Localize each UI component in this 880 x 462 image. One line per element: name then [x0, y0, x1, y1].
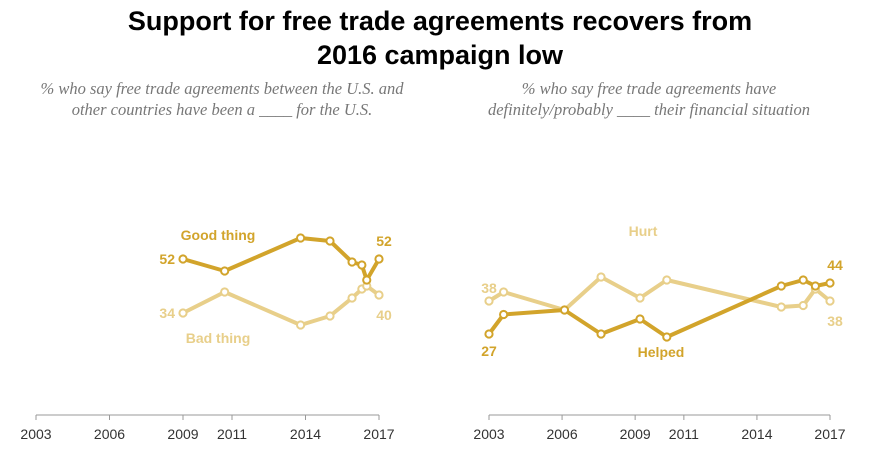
start-value-label: 52: [159, 251, 175, 267]
data-point: [596, 329, 606, 339]
data-point: [374, 254, 384, 264]
data-point: [347, 257, 357, 267]
data-point: [662, 275, 672, 285]
left-subtitle: % who say free trade agreements between …: [40, 79, 404, 119]
start-value-label: 34: [159, 305, 175, 321]
data-point: [776, 281, 786, 291]
data-point: [635, 293, 645, 303]
series-name-label: Hurt: [629, 223, 658, 239]
data-point: [635, 314, 645, 324]
data-point: [798, 300, 808, 311]
start-value-label: 38: [481, 280, 497, 296]
data-point: [499, 309, 509, 320]
x-tick-label: 2014: [290, 426, 321, 442]
data-point: [325, 311, 335, 321]
x-tick-label: 2009: [620, 426, 651, 442]
start-value-label: 27: [481, 343, 497, 359]
x-tick-label: 2017: [814, 426, 845, 442]
data-point: [825, 296, 835, 306]
x-tick-label: 2014: [741, 426, 772, 442]
chart-title: Support for free trade agreements recove…: [0, 4, 880, 72]
data-point: [374, 290, 384, 300]
x-tick-label: 2009: [167, 426, 198, 442]
title-line-1: Support for free trade agreements recove…: [127, 6, 753, 36]
series-name-label: Bad thing: [186, 330, 251, 346]
data-point: [296, 233, 306, 243]
data-point: [220, 266, 230, 276]
series-line-hurt: [487, 275, 832, 312]
data-point: [178, 308, 188, 318]
data-point: [296, 320, 306, 330]
data-point: [596, 272, 606, 282]
data-point: [357, 260, 367, 270]
data-point: [810, 281, 820, 291]
data-point: [825, 278, 835, 288]
series-name-label: Good thing: [181, 227, 256, 243]
x-tick-label: 2003: [20, 426, 51, 442]
data-point: [484, 329, 494, 339]
data-point: [662, 332, 672, 342]
x-tick-label: 2011: [669, 426, 699, 442]
series-line-helped: [487, 278, 831, 339]
right-subtitle: % who say free trade agreements have def…: [487, 79, 811, 119]
data-point: [220, 287, 230, 297]
title-line-2: 2016 campaign low: [316, 40, 564, 70]
data-point: [362, 275, 372, 285]
data-point: [325, 236, 335, 246]
data-point: [484, 296, 494, 306]
x-tick-label: 2003: [473, 426, 504, 442]
end-value-label: 38: [827, 313, 843, 329]
data-point: [798, 275, 808, 285]
x-tick-label: 2006: [94, 426, 125, 442]
data-point: [178, 254, 188, 264]
data-point: [559, 305, 570, 315]
x-tick-label: 2006: [546, 426, 577, 442]
end-value-label: 52: [376, 233, 392, 249]
end-value-label: 44: [827, 257, 843, 273]
series-line-bad-thing: [182, 284, 381, 327]
x-tick-label: 2011: [217, 426, 247, 442]
data-point: [499, 287, 509, 297]
data-point: [347, 293, 357, 303]
data-point: [776, 302, 786, 312]
x-tick-label: 2017: [363, 426, 394, 442]
series-name-label: Helped: [638, 344, 685, 360]
end-value-label: 40: [376, 307, 392, 323]
